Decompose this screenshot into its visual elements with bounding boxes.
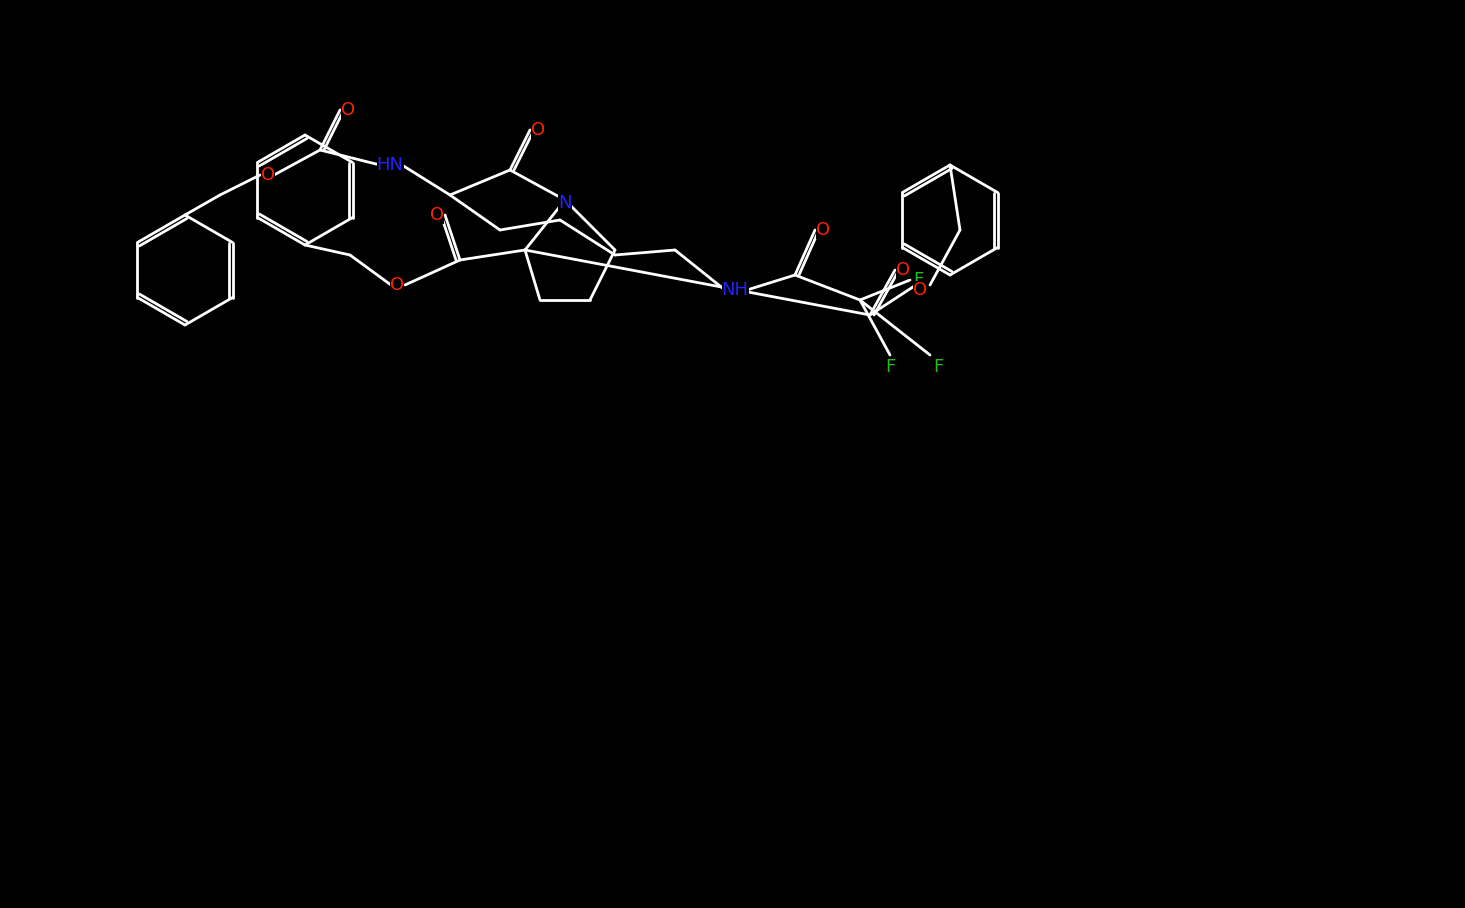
Text: O: O [897,261,910,279]
Text: N: N [558,194,571,212]
Text: O: O [390,276,404,294]
Text: F: F [913,271,923,289]
Text: O: O [816,221,831,239]
Text: F: F [885,358,895,376]
Text: F: F [933,358,943,376]
Text: O: O [530,121,545,139]
Text: O: O [913,281,927,299]
Text: NH: NH [721,281,749,299]
Text: O: O [261,166,275,184]
Text: O: O [429,206,444,224]
Text: HN: HN [377,156,403,174]
Text: O: O [341,101,355,119]
